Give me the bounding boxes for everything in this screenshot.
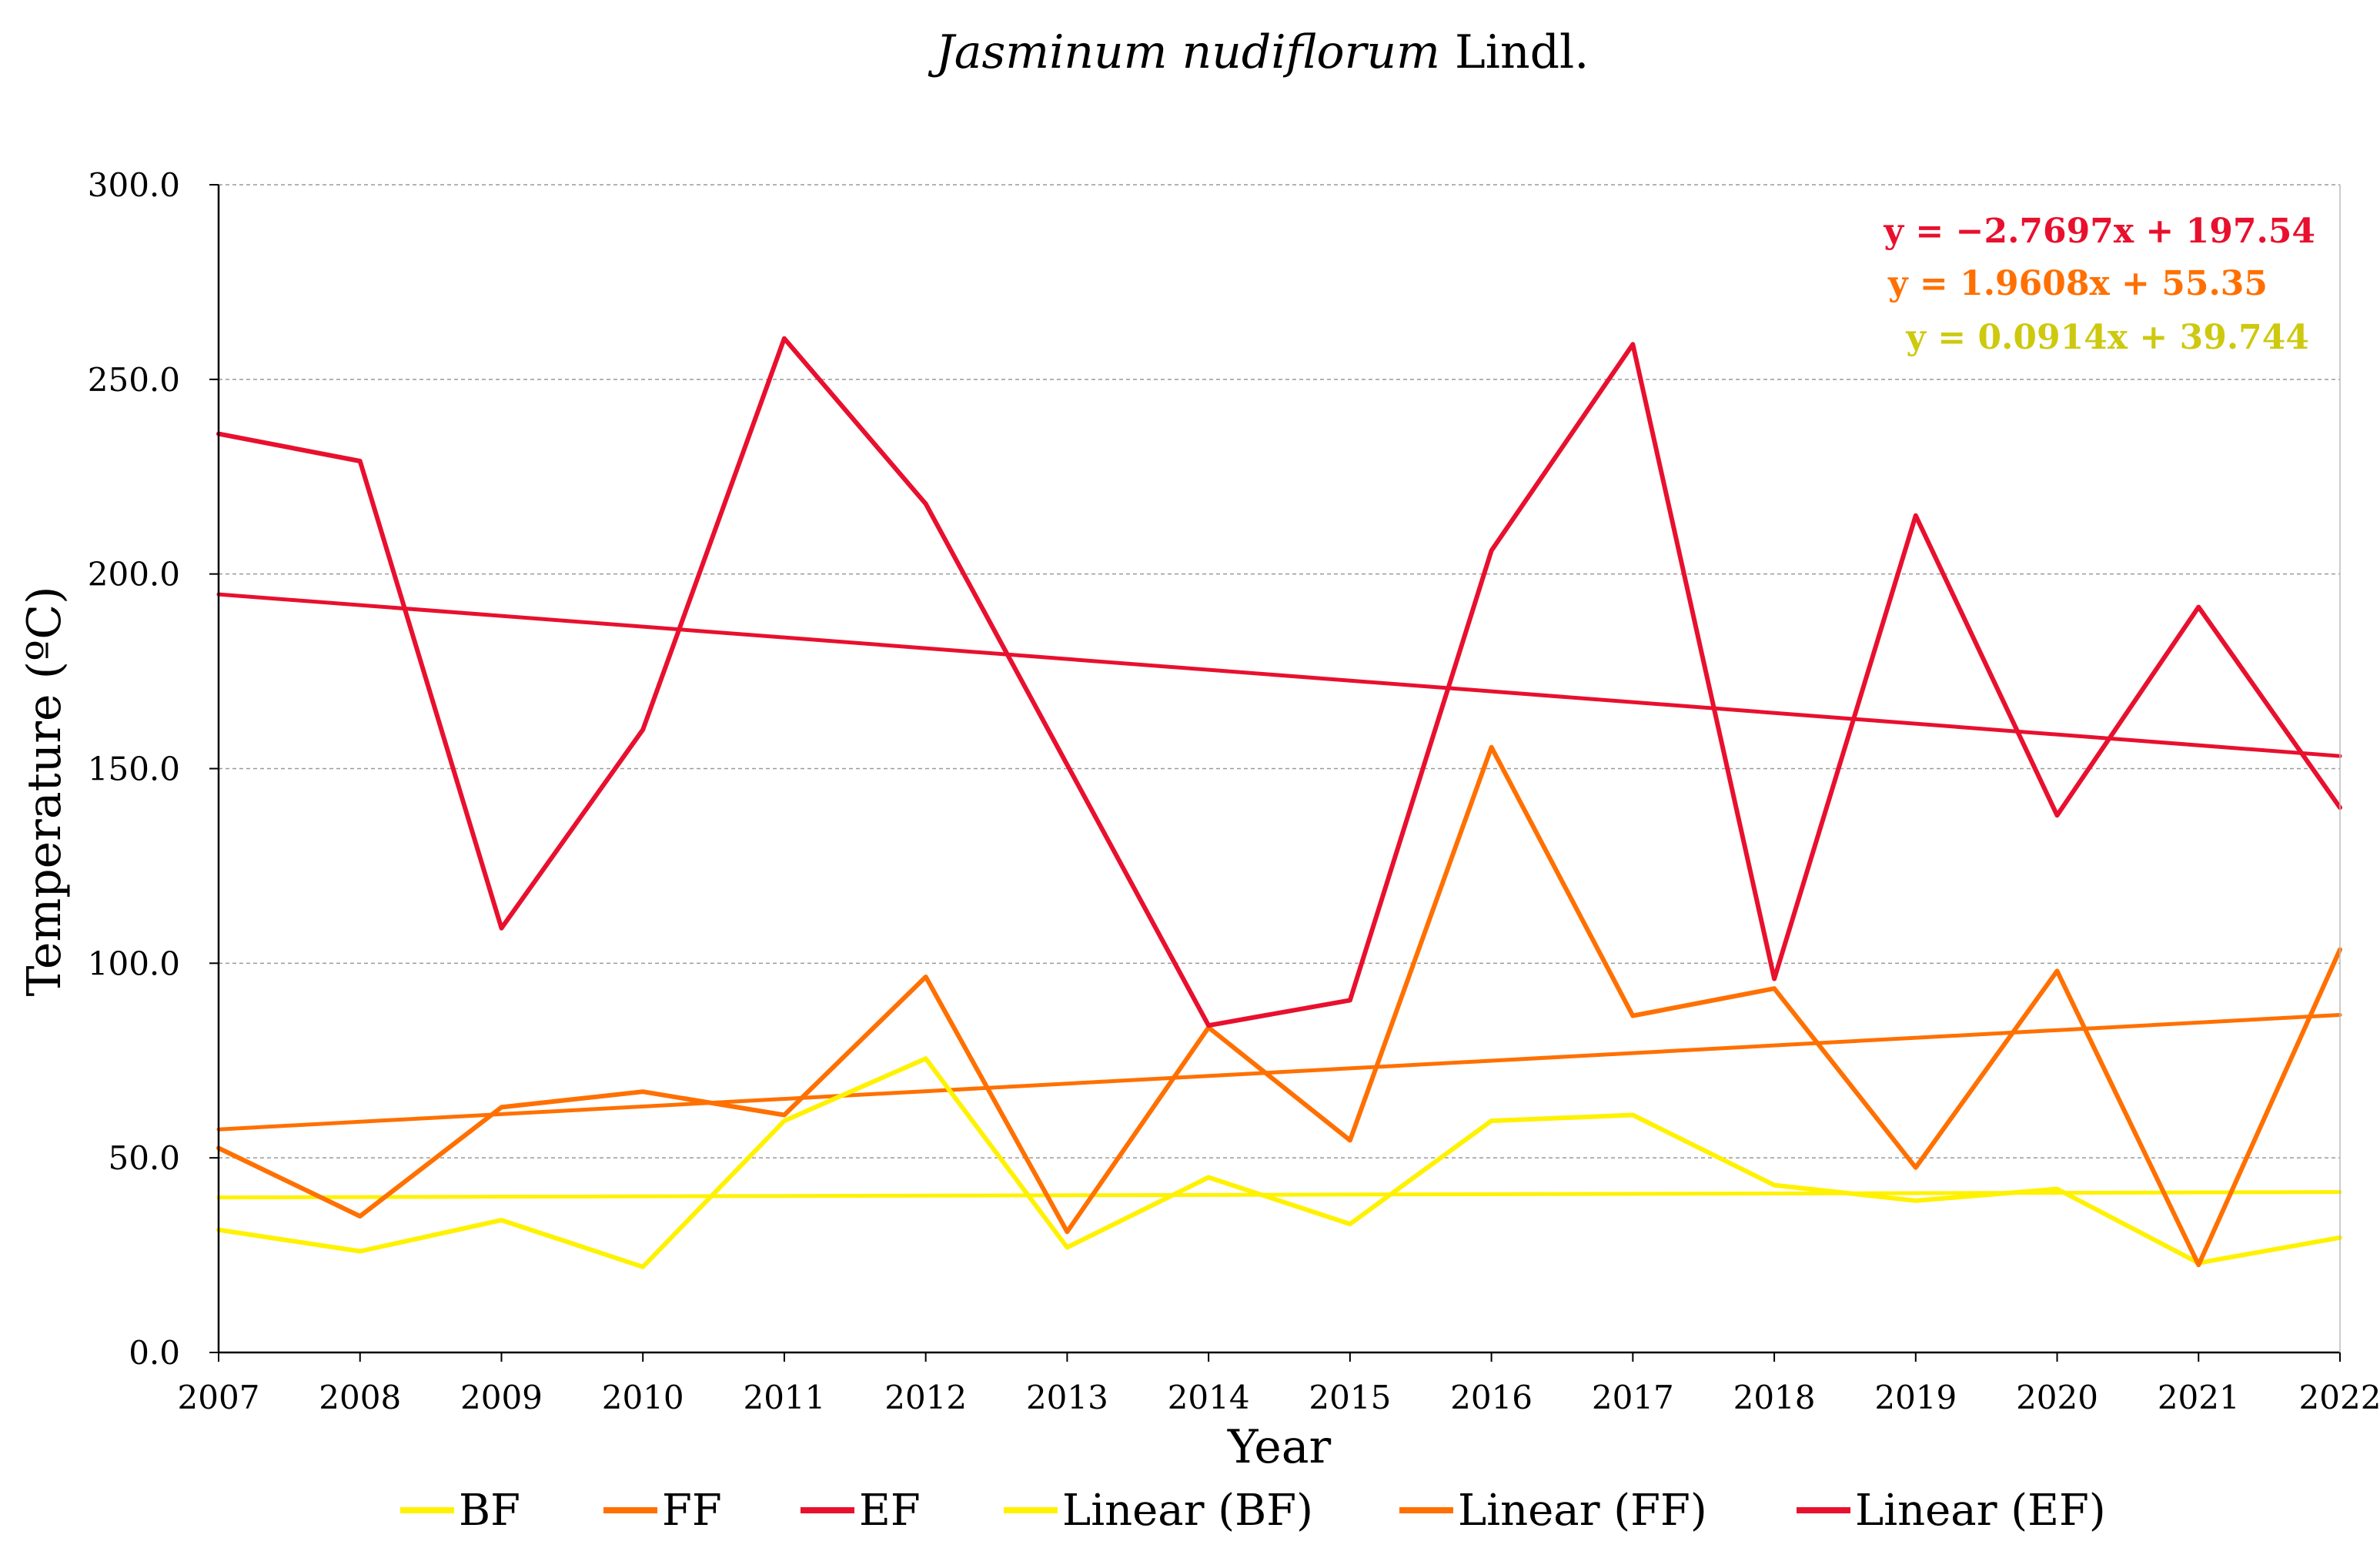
- chart-title: Jasminum nudiflorum Lindl.: [928, 25, 1589, 79]
- gridlines: [219, 184, 2340, 1158]
- equation-ff: y = 1.9608x + 55.35: [1887, 264, 2268, 303]
- trendline-ef: [216, 592, 2342, 758]
- legend-label-ef: EF: [859, 1486, 921, 1536]
- series-line-ff: [216, 744, 2342, 1268]
- x-tick-label: 2009: [460, 1379, 543, 1416]
- x-tick-label: 2016: [1450, 1379, 1533, 1416]
- x-axis-ticks: 2007 2008 2009 2010 2011 2012 2013 2014 2015 2016…: [178, 1352, 2380, 1416]
- x-tick-label: 2012: [884, 1379, 967, 1416]
- x-tick-label: 2017: [1592, 1379, 1674, 1416]
- x-tick-label: 2015: [1309, 1379, 1391, 1416]
- x-tick-label: 2007: [178, 1379, 260, 1416]
- equation-bf: y = 0.0914x + 39.744: [1905, 318, 2309, 357]
- x-tick-label: 2010: [602, 1379, 684, 1416]
- trendlines: [216, 592, 2342, 1200]
- x-tick-label: 2014: [1168, 1379, 1250, 1416]
- equation-ef: y = −2.7697x + 197.54: [1884, 212, 2315, 251]
- x-axis-title: Year: [1227, 1420, 1332, 1474]
- trendline-ff: [216, 1012, 2342, 1132]
- legend-label-bf: BF: [459, 1486, 520, 1536]
- y-tick-label: 300.0: [88, 166, 180, 204]
- x-tick-label: 2013: [1026, 1379, 1108, 1416]
- legend-label-ff: FF: [662, 1486, 722, 1536]
- y-tick-label: 0.0: [129, 1334, 180, 1372]
- series-line-ef: [216, 336, 2342, 1028]
- y-tick-label: 250.0: [88, 361, 180, 399]
- legend-label-linear-bf: Linear (BF): [1062, 1486, 1313, 1536]
- series-line-bf: [216, 1056, 2342, 1269]
- x-tick-label: 2019: [1874, 1379, 1957, 1416]
- y-axis-ticks: 0.0 50.0 100.0 150.0 200.0 250.0 300.0: [88, 166, 219, 1372]
- x-tick-label: 2020: [2016, 1379, 2098, 1416]
- x-tick-label: 2018: [1733, 1379, 1816, 1416]
- y-tick-label: 50.0: [108, 1139, 180, 1177]
- legend-label-linear-ef: Linear (EF): [1855, 1486, 2106, 1536]
- y-tick-label: 150.0: [88, 751, 180, 788]
- trendline-equations: y = −2.7697x + 197.54 y = 1.9608x + 55.3…: [1884, 212, 2315, 357]
- y-tick-label: 100.0: [88, 944, 180, 982]
- x-tick-label: 2008: [319, 1379, 401, 1416]
- x-tick-label: 2022: [2299, 1379, 2380, 1416]
- y-axis-title: Temperature (ºC): [18, 586, 72, 996]
- data-series: [216, 336, 2342, 1269]
- legend-label-linear-ff: Linear (FF): [1458, 1486, 1707, 1536]
- legend: BF FF EF Linear (BF) Linear (FF) Linear (EF): [400, 1486, 2106, 1536]
- y-tick-label: 200.0: [88, 556, 180, 593]
- x-tick-label: 2021: [2158, 1379, 2240, 1416]
- x-tick-label: 2011: [743, 1379, 825, 1416]
- plot-axes: [217, 185, 2341, 1354]
